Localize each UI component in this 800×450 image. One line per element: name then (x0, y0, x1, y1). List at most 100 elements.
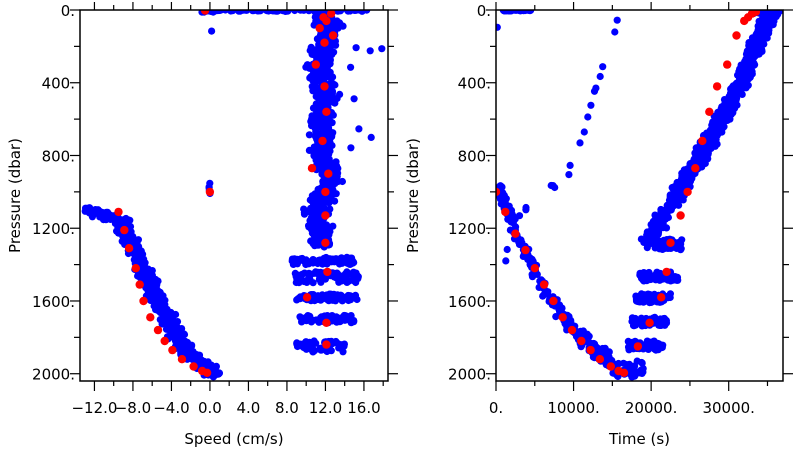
speed-raw-point (161, 303, 169, 311)
time-raw-point (733, 101, 741, 109)
speed-raw-point (347, 144, 355, 152)
speed-averaged-point (320, 38, 329, 47)
time-raw-point (654, 319, 662, 327)
speed-raw-point (122, 215, 130, 223)
speed-y-tick-label: 1200. (32, 220, 75, 238)
time-raw-point (645, 275, 653, 283)
time-averaged-point (676, 211, 685, 220)
speed-raw-point (187, 352, 196, 360)
speed-raw-point (90, 208, 99, 216)
time-raw-point (540, 291, 548, 299)
speed-raw-point (300, 210, 309, 218)
time-raw-point (731, 92, 739, 100)
speed-averaged-point (307, 164, 317, 173)
speed-raw-point (308, 115, 316, 123)
time-raw-point (596, 72, 604, 81)
time-averaged-point (606, 362, 615, 371)
speed-y-tick-label: 2000. (32, 366, 75, 384)
time-panel: 0. 10000. 20000. 30000. 0. 400. 800. 1200. 1600.… (404, 2, 793, 448)
speed-raw-point (330, 179, 338, 188)
speed-raw-point (206, 179, 214, 187)
speed-raw-point (319, 260, 327, 268)
time-averaged-point (712, 82, 722, 91)
time-averaged-point (549, 296, 558, 306)
time-raw-point (692, 144, 700, 152)
speed-raw-point (113, 214, 121, 222)
time-averaged-point (577, 336, 586, 346)
time-x-tick-label: 30000. (702, 399, 755, 417)
speed-y-tick-label: 400. (42, 75, 75, 93)
speed-raw-point (293, 342, 302, 351)
speed-raw-point (208, 27, 216, 35)
speed-averaged-point (315, 24, 324, 33)
time-raw-point (655, 245, 664, 253)
speed-raw-point (340, 342, 348, 350)
speed-raw-point (316, 74, 325, 82)
time-raw-point (522, 203, 530, 212)
time-raw-point (502, 257, 510, 265)
speed-y-axis-title: Pressure (dbar) (6, 138, 24, 253)
time-raw-point (500, 196, 508, 204)
time-raw-point (664, 294, 672, 302)
time-averaged-point (662, 267, 671, 277)
speed-raw-point (324, 179, 332, 188)
time-raw-point (646, 299, 654, 307)
speed-raw-point (343, 254, 351, 262)
time-x-tick-label: 0. (489, 399, 503, 417)
speed-raw-point (333, 294, 341, 302)
speed-averaged-point (177, 355, 187, 364)
speed-averaged-point (146, 313, 155, 322)
speed-averaged-point (321, 187, 330, 197)
time-raw-point (650, 340, 658, 348)
speed-raw-point (152, 293, 160, 301)
speed-raw-point (327, 78, 335, 87)
time-averaged-point (666, 238, 675, 247)
time-averaged-point (619, 368, 629, 377)
time-raw-point (744, 75, 753, 83)
speed-raw-point (320, 62, 328, 70)
time-averaged-point (511, 229, 520, 238)
time-raw-point (651, 275, 659, 284)
speed-raw-point (327, 347, 335, 355)
speed-raw-point (180, 338, 188, 346)
time-raw-point (636, 271, 644, 279)
speed-raw-point (355, 125, 363, 133)
time-raw-point (723, 105, 731, 114)
time-raw-point (520, 10, 528, 15)
speed-raw-point (316, 31, 325, 39)
speed-averaged-point (131, 264, 140, 273)
time-raw-point (722, 99, 730, 107)
speed-averaged-point (135, 280, 144, 289)
speed-raw-point (314, 53, 323, 62)
speed-raw-point (313, 116, 322, 124)
time-points (496, 10, 783, 381)
speed-raw-point (153, 280, 161, 289)
speed-averaged-point (168, 345, 177, 355)
time-raw-point (661, 210, 669, 218)
speed-raw-point (227, 10, 235, 15)
speed-raw-point (256, 10, 264, 15)
time-raw-point (760, 25, 769, 33)
speed-raw-point (305, 269, 313, 277)
speed-raw-point (329, 222, 337, 230)
time-raw-point (599, 63, 607, 71)
time-raw-point (709, 134, 717, 142)
time-averaged-point (530, 264, 539, 273)
speed-raw-point (300, 277, 308, 285)
time-raw-point (675, 180, 683, 188)
speed-averaged-point (323, 267, 332, 277)
time-raw-point (628, 341, 636, 349)
time-raw-point (755, 50, 763, 58)
time-raw-point (515, 212, 524, 220)
speed-raw-point (343, 278, 351, 286)
speed-raw-point (164, 325, 172, 333)
time-raw-point (770, 10, 779, 16)
speed-averaged-point (328, 31, 338, 40)
speed-raw-point (134, 272, 142, 280)
speed-raw-point (167, 318, 175, 326)
speed-raw-point (302, 256, 310, 264)
time-raw-point (747, 67, 755, 75)
time-raw-point (592, 84, 600, 92)
time-averaged-point (705, 107, 714, 117)
speed-averaged-point (160, 336, 169, 346)
